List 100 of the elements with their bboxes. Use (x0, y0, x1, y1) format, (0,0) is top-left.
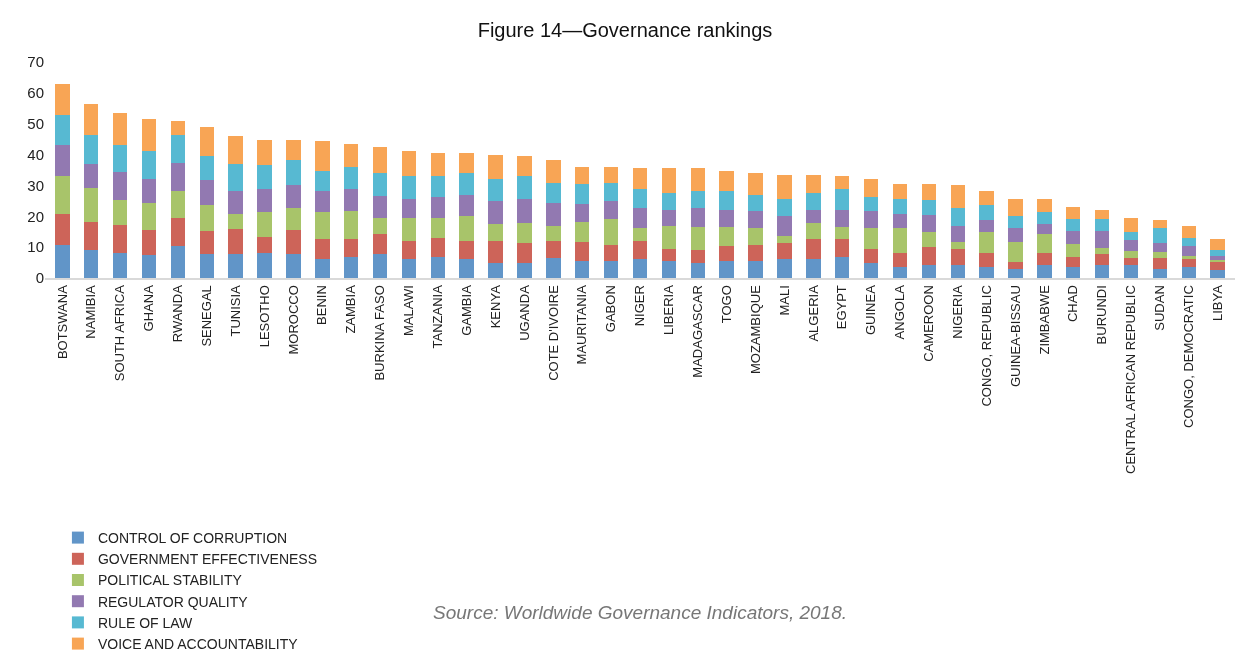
bar (112, 224, 128, 253)
bar (141, 178, 157, 203)
x-tick-label: COTE D'IVOIRE (545, 284, 561, 381)
bar (575, 241, 590, 261)
x-tick-label: BURUNDI (1094, 285, 1110, 345)
bar (459, 240, 474, 259)
bar (517, 242, 532, 263)
bar (401, 240, 417, 260)
bar (834, 176, 850, 190)
bar (112, 200, 128, 225)
bar (199, 253, 214, 278)
x-tick-label: NIGER (632, 285, 648, 327)
bar (777, 199, 792, 217)
bar (632, 258, 648, 278)
bar (690, 190, 705, 209)
bar (315, 259, 330, 278)
bar (343, 144, 359, 167)
x-tick-label: GHANA (141, 284, 157, 332)
bar (170, 121, 186, 135)
x-tick-label: BENIN (314, 285, 330, 325)
bar (83, 221, 99, 250)
x-tick-label: RWANDA (170, 284, 186, 343)
bar (83, 164, 99, 188)
bar (661, 193, 677, 210)
bar (748, 261, 763, 278)
x-tick-label: LIBERIA (661, 284, 677, 336)
bar (546, 202, 561, 226)
bar (286, 160, 301, 185)
bar (575, 166, 590, 185)
bar (199, 156, 214, 181)
bar (921, 264, 937, 278)
bar (430, 153, 446, 177)
bar (603, 218, 619, 245)
bar (343, 210, 359, 239)
bar (343, 238, 359, 258)
x-tick-label: TANZANIA (430, 284, 446, 349)
bar (1152, 268, 1168, 278)
x-tick-label: MADAGASCAR (689, 285, 705, 378)
bar (748, 228, 763, 245)
bar (863, 228, 879, 249)
x-tick-label: ZAMBIA (343, 284, 359, 334)
bar (343, 257, 359, 278)
bar (83, 187, 99, 222)
bar (141, 255, 157, 278)
bar (517, 222, 532, 243)
legend-label: REGULATOR QUALITY (97, 593, 249, 610)
bar (228, 164, 243, 191)
x-tick-label: LESOTHO (256, 285, 272, 348)
bar (1066, 256, 1081, 268)
bar (719, 209, 734, 227)
bar (863, 263, 879, 278)
bar (1008, 241, 1023, 262)
bar (199, 230, 214, 254)
x-tick-label: SENEGAL (198, 285, 214, 347)
bar (1123, 217, 1139, 233)
bar (1210, 249, 1225, 257)
bar (921, 246, 937, 265)
x-tick-label: SUDAN (1152, 285, 1168, 331)
bar (950, 248, 965, 265)
bar (286, 253, 301, 278)
bar (1066, 206, 1081, 219)
bar (863, 178, 879, 198)
bar (459, 194, 474, 217)
bar (1210, 269, 1225, 278)
bar (1066, 230, 1081, 245)
bar (199, 180, 214, 206)
legend-label: POLITICAL STABILITY (97, 572, 243, 589)
bar (1066, 244, 1081, 257)
legend-label: VOICE AND ACCOUNTABILITY (97, 636, 299, 653)
bar (1152, 252, 1168, 258)
bar (575, 184, 590, 205)
bar (575, 221, 590, 242)
bar (1152, 220, 1168, 229)
bar (1094, 248, 1110, 254)
bar (1123, 240, 1139, 251)
bar (690, 249, 705, 263)
bar (430, 217, 446, 238)
bar (1008, 228, 1023, 242)
x-tick-label: EGYPT (834, 285, 850, 330)
bar (603, 261, 619, 278)
bar (719, 245, 734, 261)
bar (430, 257, 446, 278)
bar (228, 253, 243, 278)
bar (546, 225, 561, 241)
bar (488, 240, 503, 263)
bar (1094, 218, 1110, 231)
bar (372, 173, 388, 197)
bar (83, 249, 99, 278)
bar (1008, 268, 1023, 278)
bar (950, 225, 965, 242)
bar (228, 190, 243, 214)
x-tick-label: TOGO (718, 285, 734, 324)
bar (632, 168, 648, 190)
y-tick-label: 20 (27, 207, 44, 225)
bar (199, 205, 214, 231)
bar (83, 104, 99, 135)
bar (546, 240, 561, 258)
bar (372, 217, 388, 234)
bar (690, 226, 705, 250)
bar (170, 190, 186, 218)
